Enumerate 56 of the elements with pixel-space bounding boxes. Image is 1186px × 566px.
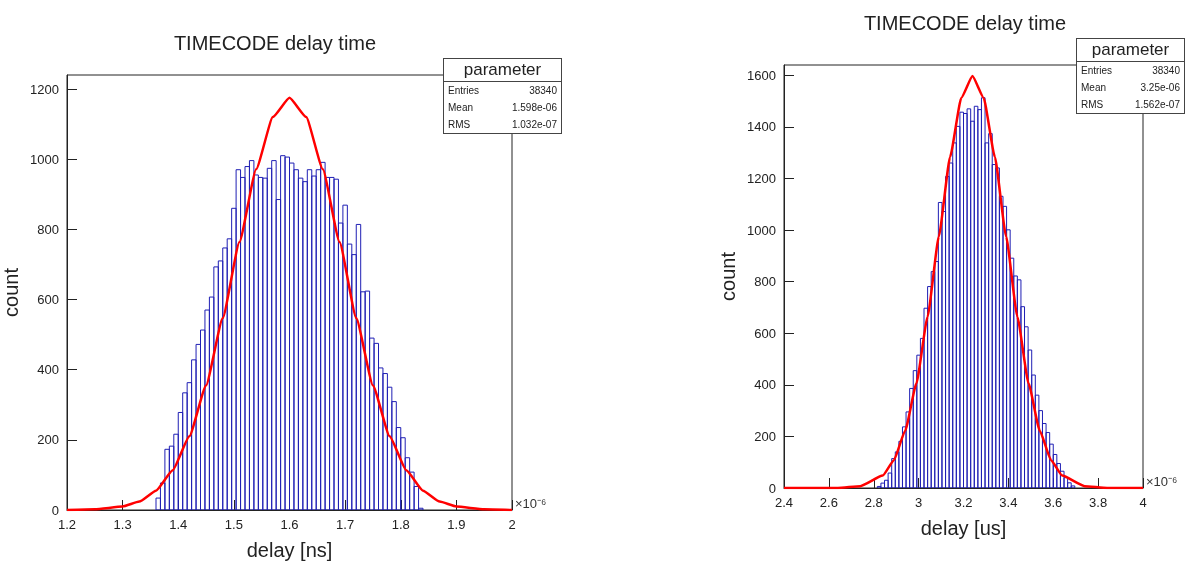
annotation: parameter: [444, 59, 561, 82]
text: ×10⁻⁶: [515, 495, 547, 512]
chart-title: TIMECODE delay time: [863, 12, 1067, 34]
y-tick-label: 800: [754, 274, 776, 290]
x-tick-label: 4: [1139, 495, 1147, 510]
y-tick-label: 400: [754, 377, 776, 393]
chart-title: TIMECODE delay time: [173, 32, 377, 54]
annotation: Mean: [1081, 82, 1107, 93]
y-tick-label: 1000: [747, 222, 776, 238]
y-tick-label: 200: [37, 432, 59, 448]
annotation: 3.25e-06: [1140, 82, 1180, 93]
y-tick-label: 1600: [747, 67, 776, 83]
x-tick-label: 1.9: [447, 517, 466, 532]
x-tick-label: 2: [508, 517, 516, 532]
annotation: Mean: [448, 102, 474, 113]
x-tick-label: 2.4: [774, 495, 794, 510]
y-tick-label: 0: [768, 480, 776, 496]
x-tick-label: 3.6: [1044, 495, 1063, 510]
x-tick-label: 3.8: [1089, 495, 1108, 510]
text: parameter: [1091, 40, 1170, 59]
y-tick-label: 400: [37, 362, 59, 378]
annotation: Entries: [1081, 65, 1113, 76]
text: 38340: [529, 85, 557, 96]
x-tick-label: 1.8: [391, 517, 410, 532]
x-tick-label: 1.4: [169, 517, 188, 532]
y-tick-label: 1400: [747, 119, 776, 135]
annotation: 1.032e-07: [511, 119, 557, 130]
text: 38340: [1152, 65, 1180, 76]
y-tick-label: 800: [37, 221, 59, 237]
x-tick-label: 3.2: [954, 495, 973, 510]
y-axis-title: count: [717, 251, 739, 301]
y-tick-label: 1000: [30, 151, 59, 167]
annotation: Entries: [448, 85, 480, 96]
x-tick-label: 3: [915, 495, 923, 510]
text: ×10⁻⁶: [1146, 473, 1178, 490]
annotation: RMS: [448, 119, 471, 130]
y-tick-label: 1200: [747, 170, 776, 186]
y-tick-label: 200: [754, 428, 776, 444]
x-tick-label: 1.5: [224, 517, 243, 532]
y-tick-label: 0: [51, 502, 59, 518]
annotation: RMS: [1081, 99, 1104, 110]
x-tick-label: 1.7: [336, 517, 355, 532]
x-axis-title: delay [us]: [920, 517, 1007, 539]
y-tick-label: 600: [754, 325, 776, 341]
y-tick-label: 600: [37, 292, 59, 308]
x-tick-label: 1.6: [280, 517, 299, 532]
y-tick-label: 1200: [30, 81, 59, 97]
x-tick-label: 1.3: [113, 517, 132, 532]
x-tick-label: 3.4: [999, 495, 1018, 510]
x-axis-title: delay [ns]: [246, 539, 333, 561]
annotation: 1.562e-07: [1134, 99, 1180, 110]
x-tick-label: 2.8: [864, 495, 883, 510]
annotation: 1.598e-06: [511, 102, 557, 113]
x-tick-label: 2.6: [819, 495, 838, 510]
x-tick-label: 1.2: [57, 517, 77, 532]
y-axis-title: count: [0, 267, 22, 317]
